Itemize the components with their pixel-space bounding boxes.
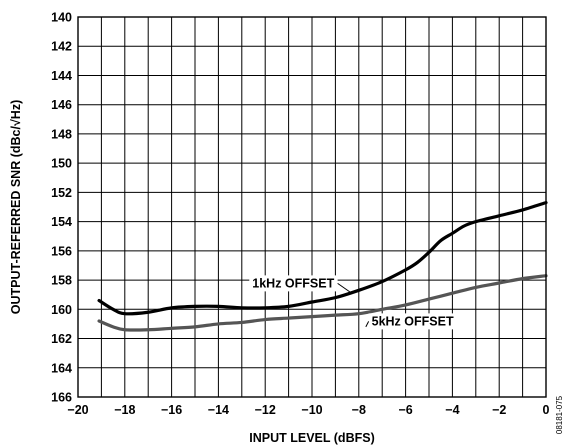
x-tick-label: −6 bbox=[398, 403, 412, 417]
x-tick-label: −4 bbox=[445, 403, 459, 417]
y-tick-label: 156 bbox=[51, 244, 72, 258]
x-tick-labels: −20 −18 −16 −14 −12 −10 −8 −6 −4 −2 0 bbox=[67, 403, 549, 417]
series-lines bbox=[97, 201, 548, 332]
x-tick-label: −12 bbox=[255, 403, 276, 417]
series-annotation-label: 5kHz OFFSET bbox=[372, 314, 454, 328]
y-tick-label: 154 bbox=[51, 215, 72, 229]
figure-id: 08181-075 bbox=[555, 395, 564, 434]
annotations: 1kHz OFFSET 5kHz OFFSET bbox=[249, 275, 457, 330]
y-tick-label: 166 bbox=[51, 391, 72, 405]
x-tick-label: 0 bbox=[543, 403, 550, 417]
annotation-background bbox=[368, 313, 457, 330]
y-tick-label: 160 bbox=[51, 303, 72, 317]
series-line-1khz-offset bbox=[97, 201, 548, 316]
annotation-leader-line bbox=[337, 282, 353, 294]
x-tick-label: −18 bbox=[114, 403, 135, 417]
annotation-background bbox=[249, 275, 338, 292]
x-tick-label: −10 bbox=[301, 403, 322, 417]
y-tick-label: 144 bbox=[51, 69, 72, 83]
y-tick-label: 140 bbox=[51, 11, 72, 25]
x-tick-label: −2 bbox=[492, 403, 506, 417]
y-tick-label: 150 bbox=[51, 157, 72, 171]
y-tick-label: 148 bbox=[51, 127, 72, 141]
y-tick-label: 162 bbox=[51, 332, 72, 346]
y-axis-title: OUTPUT-REFERRED SNR (dBc/√Hz) bbox=[9, 100, 23, 315]
plot-frame bbox=[77, 16, 547, 398]
y-tick-label: 158 bbox=[51, 274, 72, 288]
y-tick-label: 152 bbox=[51, 186, 72, 200]
x-tick-label: −8 bbox=[352, 403, 366, 417]
x-tick-label: −16 bbox=[161, 403, 182, 417]
y-tick-label: 142 bbox=[51, 40, 72, 54]
grid bbox=[77, 16, 547, 398]
x-axis-title: INPUT LEVEL (dBFS) bbox=[249, 431, 374, 445]
y-tick-label: 164 bbox=[51, 361, 72, 375]
series-line-5khz-offset bbox=[97, 274, 548, 332]
x-tick-label: −14 bbox=[208, 403, 229, 417]
annotation-leader-line bbox=[365, 321, 370, 328]
y-tick-labels: 140 142 144 146 148 150 152 154 156 158 160 162 164 1… bbox=[51, 11, 72, 405]
series-annotation-label: 1kHz OFFSET bbox=[252, 276, 334, 290]
x-tick-label: −20 bbox=[67, 403, 88, 417]
y-tick-label: 146 bbox=[51, 98, 72, 112]
